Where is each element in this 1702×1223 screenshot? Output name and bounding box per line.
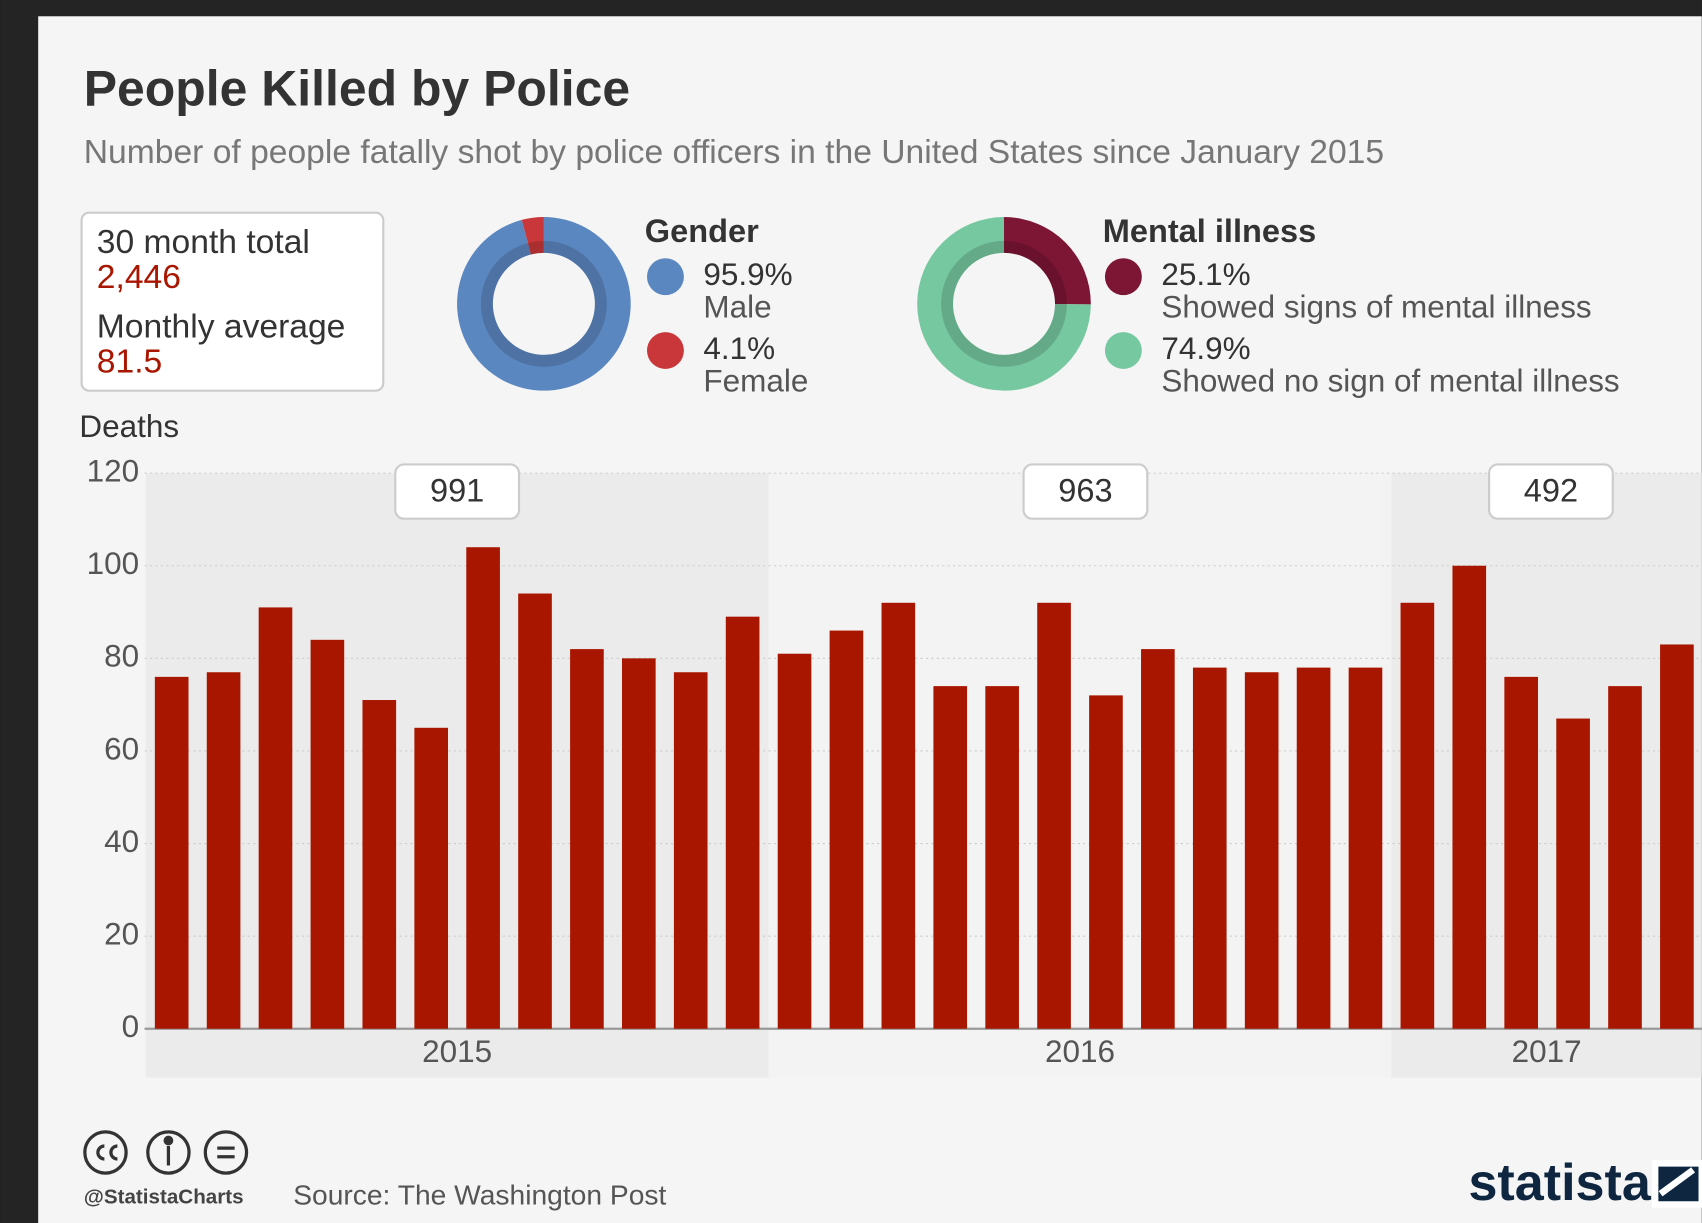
y-tick-label: 120 xyxy=(87,453,140,488)
group-total: 492 xyxy=(1524,472,1578,508)
year-band xyxy=(1391,473,1701,1077)
x-group-label: 2016 xyxy=(1045,1034,1115,1069)
bar xyxy=(1401,603,1435,1029)
legend-swatch xyxy=(1105,332,1142,369)
bar xyxy=(1193,668,1227,1029)
bar xyxy=(155,677,189,1029)
legend-label: Showed no sign of mental illness xyxy=(1161,363,1619,398)
legend-value: 95.9% xyxy=(703,257,792,292)
chart-title: People Killed by Police xyxy=(84,60,630,116)
bar xyxy=(1556,719,1590,1029)
bar xyxy=(1245,672,1279,1029)
y-tick-label: 40 xyxy=(104,824,139,859)
legend-value: 4.1% xyxy=(703,331,775,366)
bar xyxy=(570,649,604,1029)
group-total: 963 xyxy=(1058,472,1112,508)
bar xyxy=(1297,668,1331,1029)
bar xyxy=(259,607,293,1028)
chart: People Killed by Police Number of people… xyxy=(0,0,1702,1223)
bar xyxy=(207,672,241,1029)
y-tick-label: 20 xyxy=(104,916,139,951)
legend-swatch xyxy=(647,332,684,369)
brand-logo: statista xyxy=(1468,1154,1651,1212)
y-axis-label: Deaths xyxy=(79,409,179,444)
bar xyxy=(466,547,500,1029)
legend-value: 74.9% xyxy=(1161,331,1250,366)
bar xyxy=(1504,677,1538,1029)
bar xyxy=(362,700,396,1029)
footer-handle: @StatistaCharts xyxy=(84,1185,244,1208)
bar xyxy=(1141,649,1175,1029)
pie-title: Gender xyxy=(645,213,759,249)
bar xyxy=(1452,566,1486,1029)
bar xyxy=(778,654,812,1029)
y-tick-label: 100 xyxy=(87,546,140,581)
bar xyxy=(726,617,760,1029)
bar xyxy=(311,640,345,1029)
y-tick-label: 60 xyxy=(104,731,139,766)
bar xyxy=(1037,603,1071,1029)
bar xyxy=(882,603,916,1029)
legend-swatch xyxy=(647,258,684,295)
bar xyxy=(674,672,708,1029)
bar xyxy=(985,686,1019,1029)
summary-label: 30 month total xyxy=(97,224,310,261)
group-total: 991 xyxy=(430,472,484,508)
bar xyxy=(830,631,864,1029)
bar xyxy=(1089,695,1123,1028)
summary-value: 81.5 xyxy=(97,343,162,380)
footer-source: Source: The Washington Post xyxy=(293,1178,666,1210)
legend-label: Showed signs of mental illness xyxy=(1161,290,1591,325)
x-group-label: 2015 xyxy=(422,1034,492,1069)
y-tick-label: 0 xyxy=(122,1009,140,1044)
legend-value: 25.1% xyxy=(1161,257,1250,292)
legend-swatch xyxy=(1105,258,1142,295)
bar xyxy=(414,728,448,1029)
bar xyxy=(933,686,967,1029)
y-tick-label: 80 xyxy=(104,639,139,674)
bar xyxy=(1349,668,1383,1029)
page: {"chart_data": [ {"type": "bar", "title"… xyxy=(0,0,1702,1223)
chart-subtitle: Number of people fatally shot by police … xyxy=(84,134,1384,171)
legend-label: Female xyxy=(703,363,808,398)
bar xyxy=(1608,686,1642,1029)
legend-label: Male xyxy=(703,290,771,325)
summary-label: Monthly average xyxy=(97,309,346,346)
bar xyxy=(1660,644,1694,1028)
summary-value: 2,446 xyxy=(97,259,181,296)
bar xyxy=(622,658,656,1028)
x-group-label: 2017 xyxy=(1512,1034,1582,1069)
pie-title: Mental illness xyxy=(1103,213,1316,249)
brand-icon xyxy=(1655,1163,1702,1204)
bar xyxy=(518,594,552,1029)
